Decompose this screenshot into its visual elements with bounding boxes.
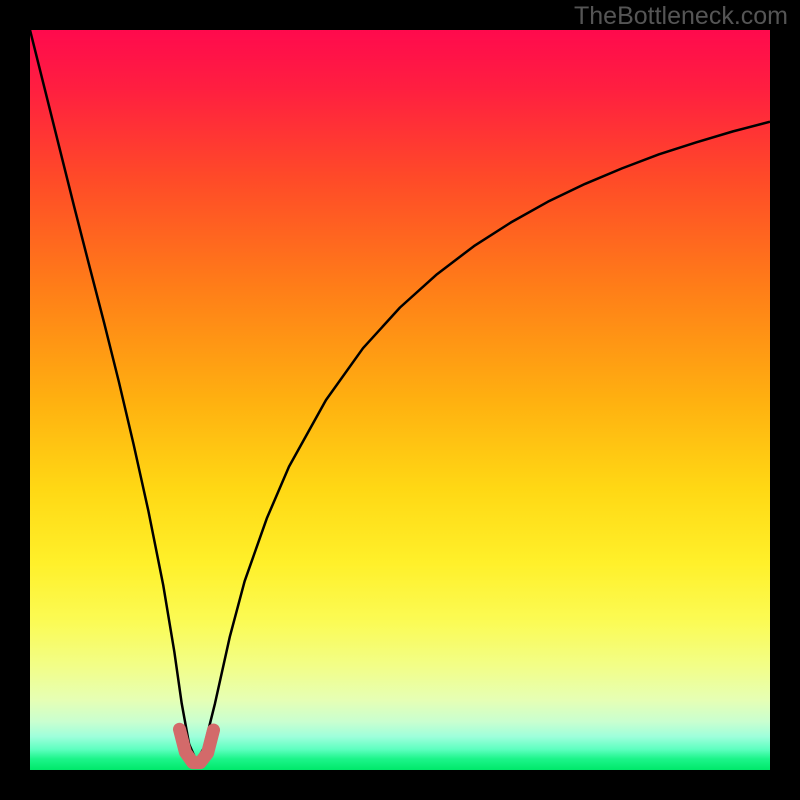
- curve-minimum-highlight: [179, 729, 213, 762]
- plot-area: [30, 30, 770, 770]
- watermark-text: TheBottleneck.com: [574, 2, 788, 31]
- chart-container: TheBottleneck.com: [0, 0, 800, 800]
- plot-svg: [30, 30, 770, 770]
- bottleneck-curve: [30, 30, 770, 761]
